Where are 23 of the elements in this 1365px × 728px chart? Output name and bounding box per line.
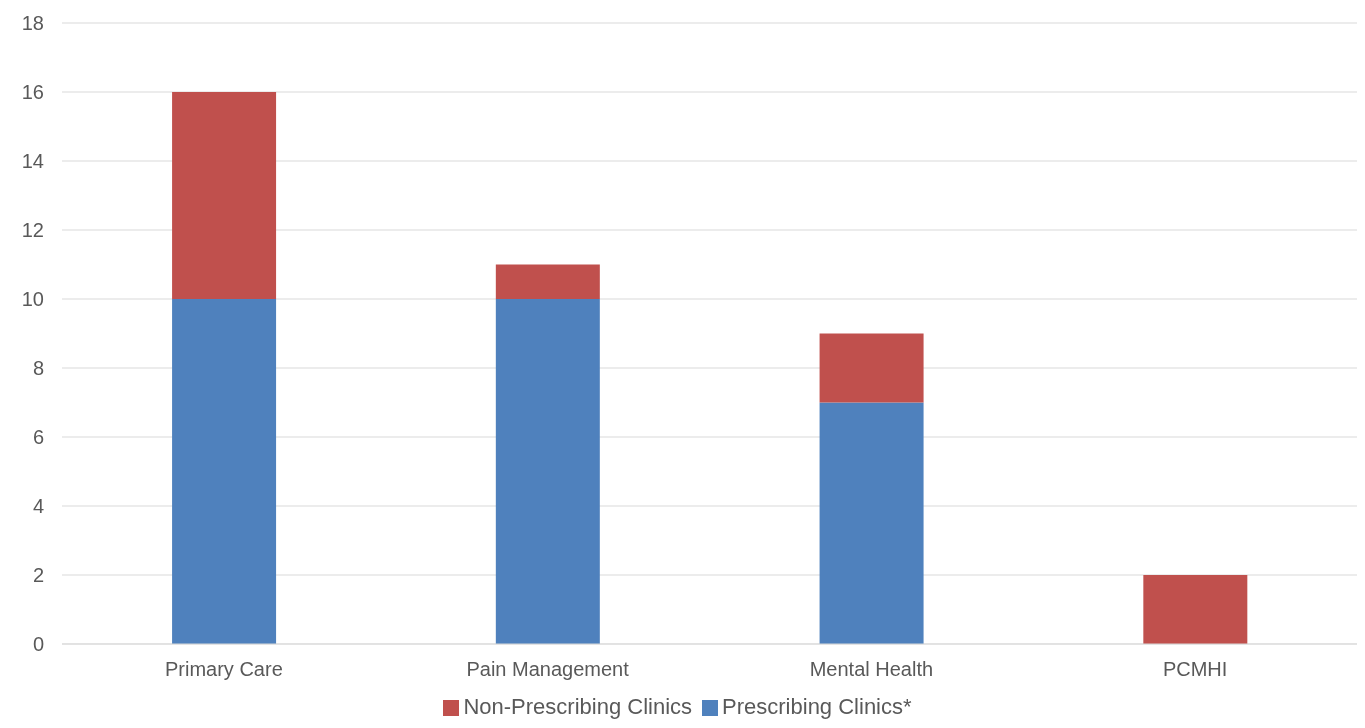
legend-label: Prescribing Clinics*	[722, 694, 912, 719]
bar	[819, 402, 924, 644]
x-tick-label: Mental Health	[809, 658, 934, 681]
y-tick-label: 4	[32, 495, 44, 518]
y-tick-label: 2	[32, 564, 44, 587]
bar	[172, 299, 277, 644]
y-tick-label: 18	[21, 12, 44, 35]
x-tick-label: Pain Management	[466, 658, 630, 681]
y-tick-label: 14	[21, 150, 44, 173]
bar	[172, 92, 277, 299]
bar	[495, 299, 600, 644]
y-tick-label: 10	[21, 288, 44, 311]
bar	[819, 333, 924, 403]
legend-label: Non-Prescribing Clinics	[463, 694, 693, 719]
y-tick-label: 8	[32, 357, 44, 380]
bar	[495, 264, 600, 299]
y-tick-label: 12	[21, 219, 44, 242]
y-tick-label: 0	[32, 633, 44, 656]
bar	[1143, 575, 1248, 644]
x-tick-label: PCMHI	[1162, 658, 1228, 681]
y-tick-label: 16	[21, 81, 44, 104]
y-tick-label: 6	[32, 426, 44, 449]
x-tick-label: Primary Care	[164, 658, 283, 681]
